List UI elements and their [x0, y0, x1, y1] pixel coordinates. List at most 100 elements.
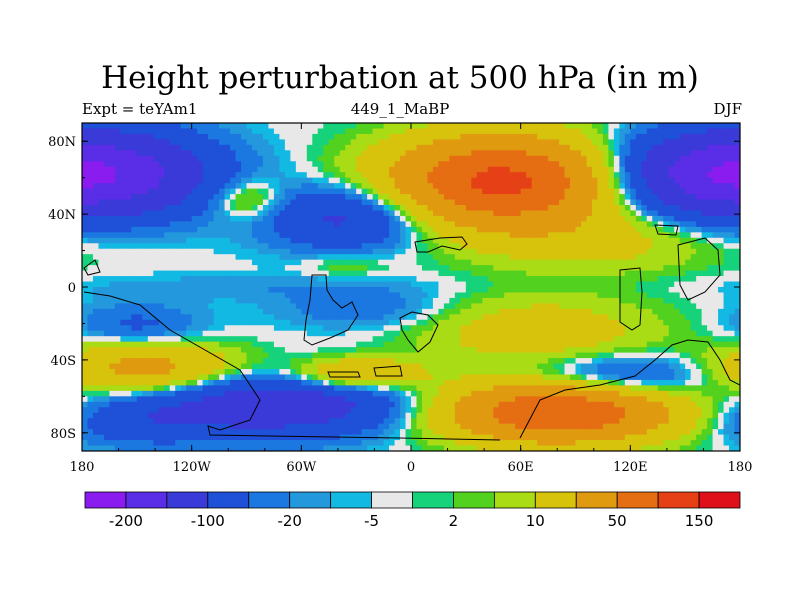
field-cell: [246, 133, 253, 140]
field-cell: [416, 314, 423, 321]
field-cell: [729, 243, 736, 250]
field-cell: [339, 341, 346, 348]
field-cell: [712, 292, 719, 299]
field-cell: [103, 325, 111, 332]
field-cell: [515, 336, 522, 343]
field-cell: [197, 297, 204, 304]
field-cell: [663, 210, 670, 217]
field-cell: [432, 205, 440, 212]
field-cell: [125, 194, 132, 201]
field-cell: [652, 139, 659, 146]
field-cell: [602, 226, 609, 233]
field-cell: [657, 133, 664, 140]
field-cell: [301, 259, 308, 266]
field-cell: [619, 128, 626, 135]
field-cell: [663, 155, 670, 162]
field-cell: [246, 292, 253, 299]
field-cell: [147, 221, 154, 228]
field-cell: [696, 281, 703, 288]
field-cell: [482, 237, 489, 244]
field-cell: [191, 194, 198, 201]
field-cell: [186, 183, 193, 190]
field-cell: [487, 281, 494, 288]
field-cell: [279, 325, 286, 332]
field-cell: [630, 188, 637, 195]
field-cell: [241, 166, 248, 173]
field-cell: [224, 265, 231, 272]
field-cell: [548, 199, 555, 206]
field-cell: [624, 194, 631, 201]
field-cell: [400, 276, 407, 283]
field-cell: [482, 314, 489, 321]
field-cell: [169, 270, 176, 277]
field-cell: [460, 172, 467, 179]
field-cell: [323, 325, 330, 332]
field-cell: [734, 259, 740, 266]
field-cell: [306, 210, 313, 217]
field-cell: [257, 144, 264, 151]
field-cell: [191, 128, 198, 135]
field-cell: [383, 254, 390, 261]
field-cell: [361, 336, 368, 343]
field-cell: [306, 226, 313, 233]
field-cell: [619, 237, 626, 244]
field-cell: [597, 205, 604, 212]
field-cell: [696, 161, 703, 168]
field-cell: [526, 139, 533, 146]
field-cell: [718, 166, 725, 173]
field-cell: [339, 205, 346, 212]
field-cell: [608, 194, 615, 201]
field-cell: [394, 199, 401, 206]
field-cell: [213, 205, 220, 212]
field-cell: [729, 161, 736, 168]
experiment-label: Expt = teYAm1: [82, 100, 198, 118]
field-cell: [482, 177, 489, 184]
field-cell: [169, 226, 176, 233]
field-cell: [537, 270, 544, 277]
field-cell: [367, 254, 374, 261]
field-cell: [136, 336, 143, 343]
field-cell: [613, 205, 620, 212]
field-cell: [389, 123, 396, 130]
field-cell: [136, 270, 143, 277]
field-cell: [712, 205, 719, 212]
field-cell: [487, 144, 494, 151]
field-cell: [553, 155, 560, 162]
field-cell: [679, 166, 686, 173]
field-cell: [306, 308, 313, 315]
field-cell: [125, 281, 132, 288]
field-cell: [701, 144, 708, 151]
field-cell: [443, 341, 450, 348]
field-cell: [164, 248, 171, 255]
field-cell: [312, 308, 319, 315]
field-cell: [619, 243, 626, 250]
field-cell: [312, 254, 319, 261]
field-cell: [208, 336, 215, 343]
field-cell: [679, 210, 686, 217]
field-cell: [257, 297, 264, 304]
field-cell: [449, 276, 456, 283]
field-cell: [317, 215, 324, 222]
field-cell: [257, 166, 264, 173]
field-cell: [191, 177, 198, 184]
field-cell: [405, 128, 412, 135]
field-cell: [465, 270, 472, 277]
field-cell: [471, 172, 478, 179]
field-cell: [531, 281, 538, 288]
field-cell: [498, 161, 505, 168]
field-cell: [197, 308, 204, 315]
field-cell: [482, 336, 489, 343]
field-cell: [421, 199, 429, 206]
field-cell: [109, 199, 116, 206]
field-cell: [273, 297, 280, 304]
field-cell: [520, 183, 527, 190]
field-cell: [219, 199, 226, 206]
field-cell: [186, 194, 193, 201]
field-cell: [586, 308, 593, 315]
field-cell: [487, 150, 494, 157]
field-cell: [262, 123, 270, 130]
field-cell: [416, 210, 423, 217]
field-cell: [241, 243, 248, 250]
field-cell: [690, 166, 697, 173]
field-cell: [164, 166, 171, 173]
